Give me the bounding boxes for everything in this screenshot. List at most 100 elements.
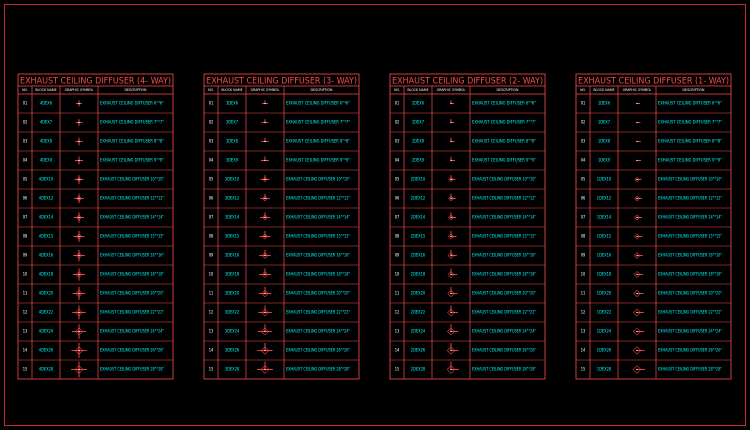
block-name: 3DEX20 — [225, 291, 240, 296]
block-name: 2DEX24 — [411, 329, 426, 334]
block-name: 2DEX8 — [412, 139, 425, 144]
symbol-center — [78, 330, 80, 333]
row-number: 06 — [395, 196, 400, 201]
description: EXHAUST CEILING DIFFUSER 15"*15" — [286, 234, 350, 239]
symbol-center — [78, 102, 80, 105]
block-name: 1DEX26 — [597, 348, 612, 353]
symbol-center — [636, 292, 638, 295]
symbol-center — [636, 349, 638, 352]
block-name: 1DEX7 — [598, 120, 610, 125]
description: EXHAUST CEILING DIFFUSER 9"*9" — [472, 158, 536, 163]
symbol-body — [447, 289, 455, 298]
symbol-body — [633, 271, 641, 278]
block-name: 4DEX8 — [40, 139, 53, 144]
symbol-center — [264, 140, 266, 143]
symbol-center — [450, 368, 452, 371]
row-number: 06 — [581, 196, 586, 201]
description: EXHAUST CEILING DIFFUSER 26"*26" — [472, 348, 536, 353]
symbol-body — [261, 233, 269, 240]
description: EXHAUST CEILING DIFFUSER 26"*26" — [100, 348, 164, 353]
row-number: 03 — [209, 139, 214, 144]
description: EXHAUST CEILING DIFFUSER 16"*16" — [286, 253, 350, 258]
description: EXHAUST CEILING DIFFUSER 14"*14" — [286, 215, 350, 220]
row-number: 10 — [395, 272, 400, 277]
block-name: 3DEX18 — [225, 272, 240, 277]
description: EXHAUST CEILING DIFFUSER 15"*15" — [100, 234, 164, 239]
description: EXHAUST CEILING DIFFUSER 15"*15" — [472, 234, 536, 239]
description: EXHAUST CEILING DIFFUSER 7"*7" — [286, 120, 350, 125]
table-title: EXHAUST CEILING DIFFUSER (1- WAY) — [578, 77, 729, 87]
symbol-body — [632, 365, 642, 374]
symbol-body — [75, 289, 83, 298]
row-number: 05 — [23, 177, 28, 182]
row-number: 10 — [581, 272, 586, 277]
row-number: 09 — [209, 253, 214, 258]
schedule-table: EXHAUST CEILING DIFFUSER (2- WAY)NO. BLOC… — [389, 73, 546, 380]
description: EXHAUST CEILING DIFFUSER 10"*10" — [472, 177, 536, 182]
description: EXHAUST CEILING DIFFUSER 24"*24" — [472, 329, 536, 334]
symbol-body — [448, 214, 454, 221]
row-number: 08 — [395, 234, 400, 239]
block-name: 2DEX6 — [412, 101, 425, 106]
column-header: DESCRIPTION — [683, 88, 705, 92]
row-number: 13 — [209, 329, 214, 334]
row-number: 04 — [395, 158, 400, 163]
block-name: 4DEX28 — [39, 367, 54, 372]
description: EXHAUST CEILING DIFFUSER 6"*6" — [658, 101, 722, 106]
description: EXHAUST CEILING DIFFUSER 24"*24" — [658, 329, 722, 334]
block-name: 3DEX6 — [226, 101, 239, 106]
description: EXHAUST CEILING DIFFUSER 10"*10" — [286, 177, 350, 182]
block-name: 1DEX12 — [597, 196, 611, 201]
block-name: 2DEX7 — [412, 120, 424, 125]
block-name: 2DEX9 — [412, 158, 425, 163]
symbol-body — [447, 327, 455, 336]
block-name: 4DEX24 — [39, 329, 54, 334]
row-number: 01 — [581, 101, 586, 106]
description: EXHAUST CEILING DIFFUSER 12"*12" — [100, 196, 164, 201]
description: EXHAUST CEILING DIFFUSER 14"*14" — [472, 215, 536, 220]
row-number: 04 — [23, 158, 28, 163]
symbol-center — [450, 273, 452, 276]
description: EXHAUST CEILING DIFFUSER 26"*26" — [286, 348, 350, 353]
table-title: EXHAUST CEILING DIFFUSER (2- WAY) — [392, 77, 543, 87]
description: EXHAUST CEILING DIFFUSER 14"*14" — [100, 215, 164, 220]
block-name: 3DEX15 — [225, 234, 239, 239]
symbol-center — [636, 368, 638, 371]
block-name: 3DEX24 — [225, 329, 240, 334]
block-name: 4DEX20 — [39, 291, 54, 296]
description: EXHAUST CEILING DIFFUSER 28"*28" — [658, 367, 722, 372]
row-number: 03 — [395, 139, 400, 144]
symbol-center — [636, 121, 638, 124]
symbol-body — [260, 346, 270, 355]
description: EXHAUST CEILING DIFFUSER 18"*18" — [658, 272, 722, 277]
symbol-body — [75, 252, 83, 259]
description: EXHAUST CEILING DIFFUSER 20"*20" — [472, 291, 536, 296]
block-name: 2DEX15 — [411, 234, 425, 239]
block-name: 1DEX16 — [597, 253, 612, 258]
block-name: 1DEX6 — [598, 101, 611, 106]
symbol-body — [76, 195, 82, 202]
symbol-center — [264, 330, 266, 333]
row-number: 13 — [395, 329, 400, 334]
symbol-body — [262, 214, 268, 221]
symbol-body — [261, 327, 269, 336]
symbol-center — [636, 216, 638, 219]
symbol-center — [450, 102, 452, 105]
symbol-center — [450, 330, 452, 333]
row-number: 05 — [209, 177, 214, 182]
block-name: 4DEX18 — [39, 272, 54, 277]
row-number: 13 — [581, 329, 586, 334]
block-name: 1DEX14 — [597, 215, 612, 220]
description: EXHAUST CEILING DIFFUSER 28"*28" — [472, 367, 536, 372]
symbol-body — [75, 327, 83, 336]
column-header: BLOCK NAME — [407, 88, 428, 92]
block-name: 2DEX22 — [411, 310, 425, 315]
block-name: 3DEX16 — [225, 253, 240, 258]
symbol-body — [447, 271, 455, 278]
row-number: 14 — [23, 348, 28, 353]
description: EXHAUST CEILING DIFFUSER 18"*18" — [472, 272, 536, 277]
schedule-table: EXHAUST CEILING DIFFUSER (4- WAY)NO. BLOC… — [17, 73, 174, 380]
symbol-center — [636, 330, 638, 333]
